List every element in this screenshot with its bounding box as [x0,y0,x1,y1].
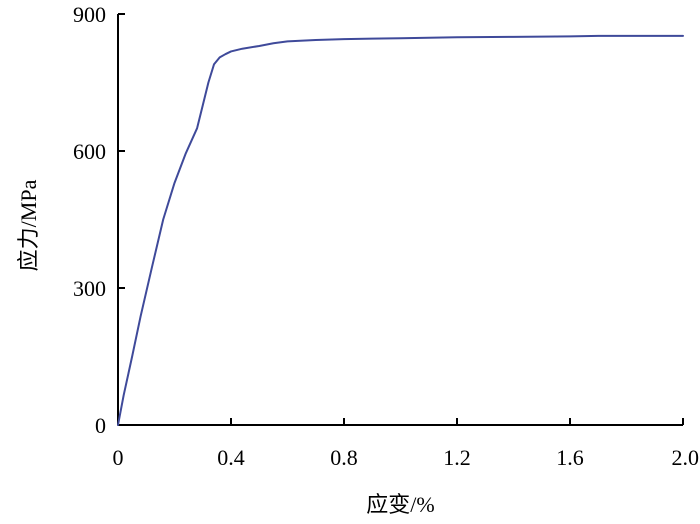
x-tick-label: 0.8 [330,445,358,470]
y-ticks: 0 300 600 900 [73,2,125,438]
y-axis-label: 应力/MPa [16,179,41,271]
x-tick-label: 0 [113,445,124,470]
x-tick-label: 1.2 [443,445,471,470]
x-axis-label: 应变/% [366,492,434,517]
x-tick-label: 1.6 [556,445,584,470]
x-tick-label: 2.0 [672,445,700,470]
x-tick-label: 0.4 [217,445,245,470]
x-ticks: 0 0.4 0.8 1.2 1.6 2.0 [113,418,700,470]
stress-strain-curve [117,34,684,426]
y-tick-label: 0 [95,413,106,438]
y-tick-label: 900 [73,2,106,27]
axes [117,14,683,426]
y-tick-label: 600 [73,139,106,164]
y-tick-label: 300 [73,276,106,301]
